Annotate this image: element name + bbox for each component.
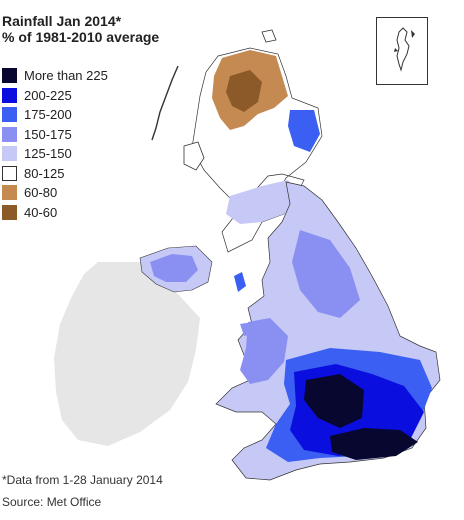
- legend-item: 150-175: [2, 125, 108, 145]
- legend-label: 80-125: [24, 165, 65, 181]
- legend-label: 150-175: [24, 126, 72, 142]
- isle-of-man: [234, 272, 246, 292]
- legend-label: 175-200: [24, 107, 72, 123]
- legend-swatch: [2, 126, 17, 142]
- legend-item: 175-200: [2, 105, 108, 125]
- legend-swatch: [2, 146, 17, 162]
- legend-item: 200-225: [2, 86, 108, 106]
- scotland-east-wet: [288, 110, 320, 152]
- footnote: *Data from 1-28 January 2014: [2, 473, 163, 487]
- hebrides-outer: [151, 65, 179, 141]
- north-england-wet: [292, 230, 360, 318]
- legend-item: 40-60: [2, 203, 108, 223]
- legend-item: 125-150: [2, 144, 108, 164]
- legend-swatch: [2, 185, 17, 201]
- legend-swatch: [2, 204, 17, 220]
- legend-swatch: [2, 165, 17, 181]
- anglesey: [240, 322, 254, 336]
- legend-item: More than 225: [2, 66, 108, 86]
- legend-swatch: [2, 87, 17, 103]
- south-east-more-than-225: [330, 428, 418, 460]
- source-credit: Source: Met Office: [2, 495, 102, 509]
- shetland-islands: [394, 27, 415, 72]
- southern-england-more-than-225: [304, 374, 364, 428]
- legend-swatch: [2, 107, 17, 123]
- legend-label: 200-225: [24, 87, 72, 103]
- legend-label: 40-60: [24, 204, 58, 220]
- hebrides-inner: [183, 141, 205, 171]
- northern-ireland-wet-area: [150, 254, 198, 282]
- legend-label: More than 225: [24, 68, 108, 84]
- shetland-inset: [376, 17, 428, 85]
- ireland-landmass: [54, 262, 200, 446]
- legend-label: 125-150: [24, 146, 72, 162]
- legend: More than 225 200-225 175-200 150-175 12…: [2, 66, 108, 222]
- legend-item: 80-125: [2, 164, 108, 184]
- map-title: Rainfall Jan 2014* % of 1981-2010 averag…: [2, 13, 159, 45]
- scotland-dry-region-40-60: [226, 70, 262, 112]
- wales-wet: [240, 318, 288, 384]
- legend-label: 60-80: [24, 185, 58, 201]
- legend-swatch: [2, 68, 17, 84]
- title-line-1: Rainfall Jan 2014*: [2, 13, 122, 29]
- title-line-2: % of 1981-2010 average: [2, 29, 160, 45]
- orkney-islands: [261, 29, 277, 43]
- legend-item: 60-80: [2, 183, 108, 203]
- scotland-southern-uplands: [226, 180, 300, 224]
